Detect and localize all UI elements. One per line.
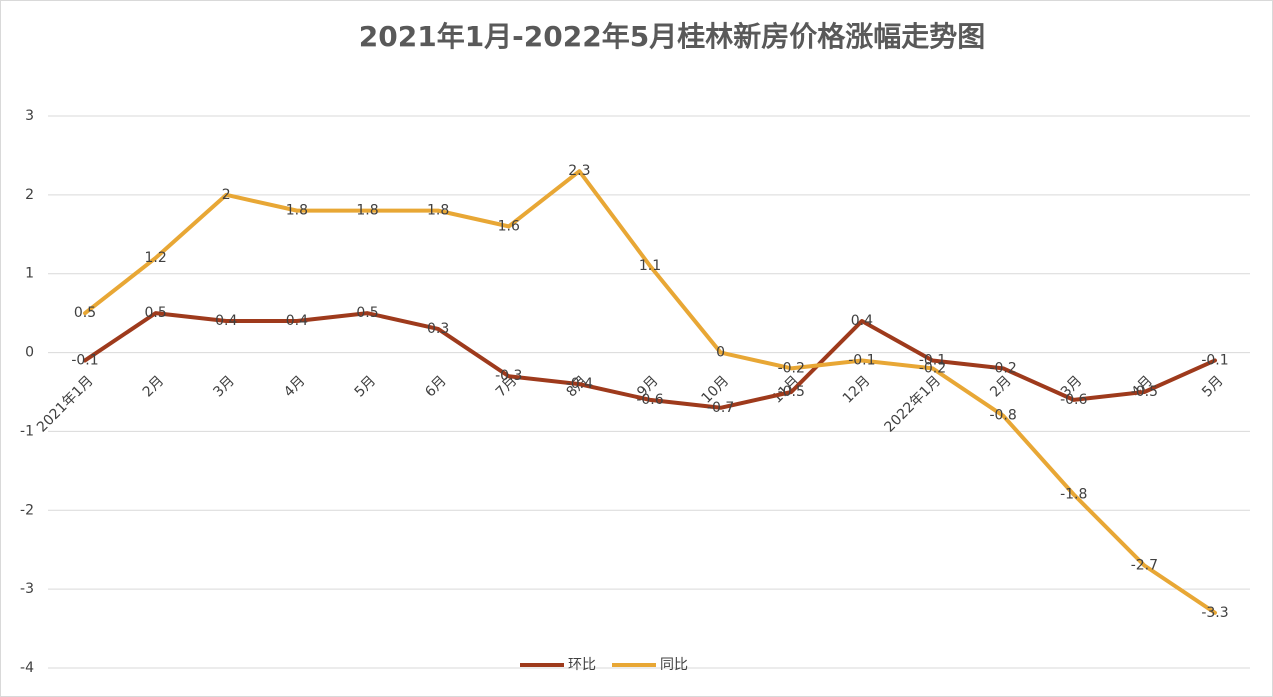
data-label: 1.8 [286,203,308,219]
data-label: 0.5 [144,305,166,321]
y-tick-label: -2 [20,502,34,518]
line-series [83,311,1217,410]
data-label: 1.2 [144,250,166,266]
y-tick-label: 3 [25,108,34,124]
y-tick-label: -1 [20,423,34,439]
data-label: 1.8 [356,203,378,219]
data-label: -1.8 [1060,487,1087,503]
data-label: -0.2 [778,360,805,376]
data-label: 0 [716,345,725,361]
data-label: 0.4 [286,313,308,329]
data-label: 0.5 [356,305,378,321]
data-label: -0.2 [989,360,1016,376]
data-label: -0.7 [707,400,734,416]
data-label: -0.6 [636,392,663,408]
legend-label: 环比 [568,657,596,673]
data-label: -0.2 [919,360,946,376]
data-label: 0.4 [215,313,237,329]
data-label: -0.1 [1201,352,1228,368]
y-tick-label: -4 [20,660,34,676]
data-label: -0.1 [848,352,875,368]
data-label: -0.4 [566,376,593,392]
data-label: 0.3 [427,321,449,337]
data-label: 2 [222,187,231,203]
data-label: -0.8 [989,408,1016,424]
chart-title: 2021年1月-2022年5月桂林新房价格涨幅走势图 [359,20,985,53]
y-tick-label: 0 [25,345,34,361]
data-label: -0.6 [1060,392,1087,408]
data-label: 1.8 [427,203,449,219]
data-label: 2.3 [568,163,590,179]
data-label: -3.3 [1201,605,1228,621]
y-tick-label: 2 [25,187,34,203]
y-tick-label: 1 [25,266,34,282]
data-label: 1.6 [498,218,520,234]
data-label: 0.4 [851,313,873,329]
data-label: -0.5 [778,384,805,400]
legend-label: 同比 [660,657,688,673]
data-label: 1.1 [639,258,661,274]
data-label: -0.1 [71,352,98,368]
data-label: -0.1 [919,352,946,368]
data-label: -0.3 [495,368,522,384]
data-label: -2.7 [1131,557,1158,573]
data-label: 0.5 [74,305,96,321]
data-label: -0.5 [1131,384,1158,400]
y-tick-label: -3 [20,581,34,597]
line-series [83,169,1217,615]
